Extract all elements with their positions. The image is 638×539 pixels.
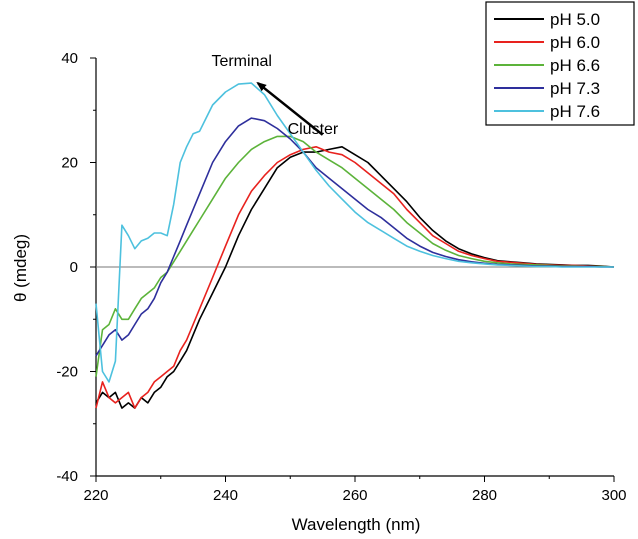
x-tick-label: 220 [83,487,108,504]
x-tick-label: 240 [213,487,238,504]
y-tick-label: 20 [61,155,78,172]
legend: pH 5.0 pH 6.0 pH 6.6 pH 7.3 pH 7.6 [485,1,635,126]
series-line-5 [95,82,614,383]
series-line-2 [95,146,615,409]
x-tick-label: 260 [342,487,367,504]
series-line-1 [95,146,615,409]
annotation-arrow [256,81,324,136]
y-tick-label: 40 [61,50,78,67]
legend-label-5: pH 7.6 [550,102,600,121]
x-tick-label: 280 [472,487,497,504]
y-axis-label: θ (mdeg) [11,234,30,302]
series-line-3 [95,135,615,377]
x-tick-label: 300 [601,487,626,504]
x-axis-label: Wavelength (nm) [292,515,421,534]
annotation-label-2: Cluster [288,121,339,138]
y-tick-label: -40 [56,468,78,485]
legend-label-4: pH 7.3 [550,79,600,98]
annotation-label-1: Terminal [211,53,271,70]
y-tick-label: 0 [70,259,78,276]
axes: 220 240 260 280 300 -40 -20 0 20 40 [56,50,626,504]
legend-box [485,1,635,126]
legend-label-1: pH 5.0 [550,10,600,29]
series-group [95,82,615,409]
legend-label-2: pH 6.0 [550,33,600,52]
y-tick-label: -20 [56,364,78,381]
series-line-4 [95,117,614,357]
legend-label-3: pH 6.6 [550,56,600,75]
annotations: Terminal Cluster [211,53,338,138]
